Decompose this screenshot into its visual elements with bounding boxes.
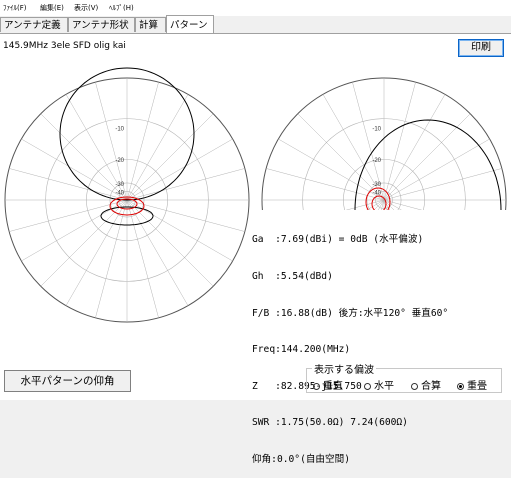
menu-edit[interactable]: 編集(E) xyxy=(40,4,64,12)
tab-antenna-definition[interactable]: アンテナ定義 xyxy=(0,17,68,32)
print-button[interactable]: 印刷 xyxy=(458,39,504,57)
radio-horizontal[interactable]: 水平 xyxy=(364,377,394,392)
vertical-pattern-plot: -10 -20 -30 -40 xyxy=(261,77,507,210)
polarization-group-title: 表示する偏波 xyxy=(312,361,376,376)
horizontal-pattern-plot: -10 -20 -30 -40 xyxy=(4,67,250,323)
model-name: 145.9MHz 3ele SFD olig kai xyxy=(3,41,126,51)
horizontal-main-lobe xyxy=(59,67,195,201)
vertical-plot-ring-label: -30 xyxy=(372,182,381,188)
vertical-red-pattern-outer xyxy=(365,187,391,210)
vertical-plot-ring-label: -20 xyxy=(372,158,381,164)
radio-vertical-indicator xyxy=(313,383,320,390)
tab-antenna-shape[interactable]: アンテナ形状 xyxy=(68,17,135,32)
vertical-plot-ring-label: -10 xyxy=(372,126,381,132)
horizontal-plot-ring-label: -30 xyxy=(115,182,124,188)
swr-readout: SWR :1.75(50.0Ω) 7.24(600Ω) xyxy=(252,417,408,429)
menu-bar: ﾌｧｲﾙ(F) 編集(E) 表示(V) ﾍﾙﾌﾟ(H) xyxy=(0,0,511,16)
polarization-group xyxy=(306,368,502,393)
vertical-red-pattern-inner xyxy=(371,195,387,210)
horizontal-red-pattern-inner xyxy=(116,198,138,210)
radio-horizontal-indicator xyxy=(364,383,371,390)
horizontal-plot-ring-label: -40 xyxy=(115,190,124,196)
horizontal-back-lobe xyxy=(100,206,154,226)
radio-combined-label: 合算 xyxy=(421,381,441,392)
tab-strip: アンテナ定義 アンテナ形状 計算 パターン xyxy=(0,15,511,34)
elevation-readout: 仰角:0.0°(自由空間) xyxy=(252,453,350,465)
gain-dbd-readout: Gh :5.54(dBd) xyxy=(252,271,333,282)
tab-pattern[interactable]: パターン xyxy=(166,15,214,33)
pattern-plots: -10 -20 -30 -40 -10 -20 -30 -40 xyxy=(4,67,507,323)
front-back-readout: F/B :16.88(dB) 後方:水平120° 垂直60° xyxy=(252,307,449,319)
radio-overlay[interactable]: 重畳 xyxy=(457,377,487,392)
radio-combined[interactable]: 合算 xyxy=(411,377,441,392)
menu-view[interactable]: 表示(V) xyxy=(74,4,99,12)
tab-calculation[interactable]: 計算 xyxy=(135,17,166,32)
menu-file[interactable]: ﾌｧｲﾙ(F) xyxy=(3,4,27,12)
radio-overlay-indicator xyxy=(457,383,464,390)
radio-horizontal-label: 水平 xyxy=(374,381,394,392)
results-panel: Ga :7.69(dBi) = 0dB (水平偏波) Gh :5.54(dBd)… xyxy=(252,210,511,465)
frequency-readout: Freq:144.200(MHz) xyxy=(252,344,351,356)
radio-vertical[interactable]: 垂直 xyxy=(313,377,343,392)
radio-overlay-label: 重畳 xyxy=(467,381,487,392)
horizontal-pattern-elevation-button[interactable]: 水平パターンの仰角 xyxy=(4,370,131,392)
vertical-main-lobe xyxy=(354,119,502,210)
horizontal-plot-ring-label: -20 xyxy=(115,158,124,164)
gain-dbi-readout: Ga :7.69(dBi) = 0dB (水平偏波) xyxy=(252,234,424,246)
menu-help[interactable]: ﾍﾙﾌﾟ(H) xyxy=(109,4,134,12)
horizontal-plot-ring-label: -10 xyxy=(115,126,124,132)
horizontal-red-pattern-outer xyxy=(109,196,145,216)
vertical-plot-ring-label: -40 xyxy=(372,190,381,196)
radio-combined-indicator xyxy=(411,383,418,390)
vertical-plot-grid-spoke xyxy=(381,82,416,210)
radio-vertical-label: 垂直 xyxy=(323,381,343,392)
